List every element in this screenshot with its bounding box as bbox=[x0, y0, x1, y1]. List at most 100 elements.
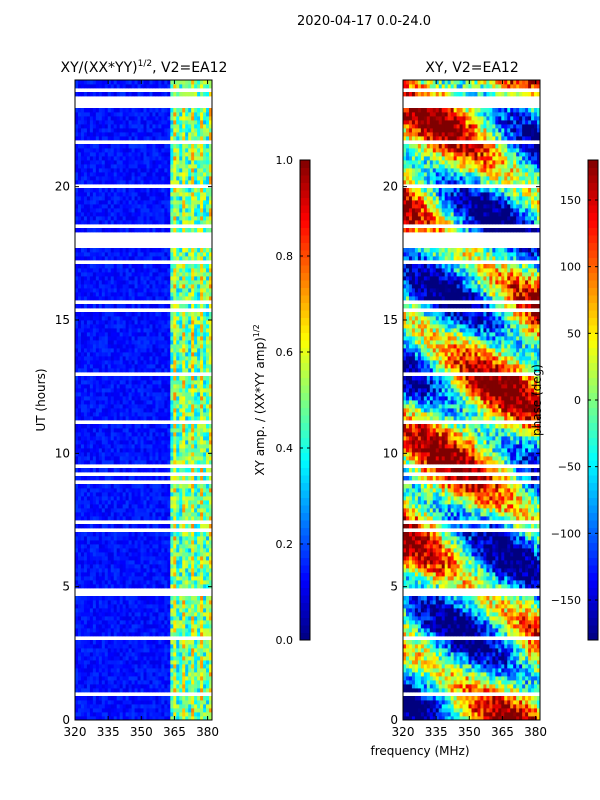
heatmap-cell bbox=[200, 620, 204, 625]
heatmap-cell bbox=[206, 616, 210, 621]
heatmap-cell bbox=[89, 704, 94, 709]
heatmap-cell bbox=[164, 384, 168, 389]
heatmap-cell bbox=[200, 688, 204, 693]
heatmap-cell bbox=[203, 596, 207, 601]
heatmap-cell bbox=[122, 324, 127, 329]
heatmap-cell bbox=[176, 660, 180, 665]
heatmap-cell bbox=[191, 448, 195, 453]
heatmap-cell bbox=[158, 304, 162, 309]
heatmap-cell bbox=[149, 556, 153, 561]
heatmap-cell bbox=[197, 712, 201, 717]
heatmap-cell bbox=[101, 336, 106, 341]
heatmap-cell bbox=[101, 292, 106, 297]
heatmap-cell bbox=[161, 456, 165, 461]
heatmap-cell bbox=[161, 320, 165, 325]
heatmap-cell bbox=[134, 320, 138, 325]
heatmap-cell bbox=[80, 568, 85, 573]
heatmap-cell bbox=[197, 396, 201, 401]
heatmap-cell bbox=[203, 312, 207, 317]
heatmap-cell bbox=[83, 496, 88, 501]
heatmap-cell bbox=[203, 548, 207, 553]
heatmap-cell bbox=[89, 540, 94, 545]
heatmap-cell bbox=[197, 376, 201, 381]
heatmap-cell bbox=[194, 516, 198, 521]
heatmap-cell bbox=[146, 208, 150, 213]
heatmap-cell bbox=[113, 368, 118, 373]
heatmap-cell bbox=[158, 404, 162, 409]
heatmap-cell bbox=[104, 212, 109, 217]
heatmap-cell bbox=[182, 436, 186, 441]
heatmap-cell bbox=[167, 664, 171, 669]
heatmap-cell bbox=[89, 548, 94, 553]
heatmap-cell bbox=[176, 564, 180, 569]
heatmap-cell bbox=[119, 468, 124, 473]
heatmap-cell bbox=[92, 312, 97, 317]
heatmap-cell bbox=[80, 632, 85, 637]
heatmap-cell bbox=[113, 532, 118, 537]
heatmap-cell bbox=[176, 380, 180, 385]
heatmap-cell bbox=[80, 272, 85, 277]
heatmap-cell bbox=[113, 340, 118, 345]
heatmap-cell bbox=[152, 432, 156, 437]
heatmap-cell bbox=[101, 684, 106, 689]
heatmap-cell bbox=[143, 620, 147, 625]
heatmap-cell bbox=[146, 312, 150, 317]
heatmap-cell bbox=[134, 352, 138, 357]
heatmap-cell bbox=[149, 688, 153, 693]
heatmap-cell bbox=[197, 268, 201, 273]
heatmap-cell bbox=[182, 696, 186, 701]
heatmap-cell bbox=[83, 340, 88, 345]
heatmap-cell bbox=[134, 228, 138, 233]
heatmap-cell bbox=[104, 452, 109, 457]
heatmap-cell bbox=[197, 292, 201, 297]
heatmap-cell bbox=[95, 708, 100, 713]
heatmap-cell bbox=[173, 304, 177, 309]
heatmap-cell bbox=[170, 288, 174, 293]
heatmap-cell bbox=[152, 604, 156, 609]
heatmap-cell bbox=[104, 644, 109, 649]
heatmap-cell bbox=[92, 716, 97, 721]
heatmap-cell bbox=[164, 364, 168, 369]
heatmap-cell bbox=[98, 416, 103, 421]
heatmap-cell bbox=[116, 412, 121, 417]
heatmap-cell bbox=[80, 672, 85, 677]
heatmap-cell bbox=[137, 552, 141, 557]
heatmap-cell bbox=[185, 380, 189, 385]
heatmap-cell bbox=[161, 264, 165, 269]
heatmap-cell bbox=[176, 640, 180, 645]
heatmap-cell bbox=[149, 672, 153, 677]
heatmap-cell bbox=[170, 220, 174, 225]
heatmap-cell bbox=[107, 332, 112, 337]
heatmap-cell bbox=[194, 600, 198, 605]
heatmap-cell bbox=[194, 668, 198, 673]
heatmap-cell bbox=[122, 684, 127, 689]
heatmap-cell bbox=[125, 532, 130, 537]
heatmap-cell bbox=[113, 696, 118, 701]
heatmap-cell bbox=[140, 596, 144, 601]
heatmap-cell bbox=[77, 696, 82, 701]
heatmap-cell bbox=[152, 272, 156, 277]
heatmap-cell bbox=[134, 648, 138, 653]
heatmap-cell bbox=[75, 556, 79, 561]
heatmap-cell bbox=[134, 608, 138, 613]
heatmap-cell bbox=[134, 212, 138, 217]
heatmap-cell bbox=[128, 628, 132, 633]
heatmap-cell bbox=[152, 380, 156, 385]
heatmap-cell bbox=[89, 404, 94, 409]
heatmap-cell bbox=[98, 596, 103, 601]
heatmap-cell bbox=[86, 328, 91, 333]
heatmap-cell bbox=[206, 712, 210, 717]
heatmap-cell bbox=[140, 256, 144, 261]
heatmap-cell bbox=[143, 672, 147, 677]
heatmap-cell bbox=[170, 652, 174, 657]
heatmap-cell bbox=[194, 380, 198, 385]
heatmap-cell bbox=[209, 628, 213, 633]
heatmap-cell bbox=[191, 712, 195, 717]
heatmap-cell bbox=[149, 328, 153, 333]
heatmap-cell bbox=[149, 256, 153, 261]
heatmap-cell bbox=[134, 444, 138, 449]
heatmap-cell bbox=[113, 572, 118, 577]
heatmap-cell bbox=[155, 328, 159, 333]
heatmap-cell bbox=[137, 268, 141, 273]
heatmap-cell bbox=[77, 684, 82, 689]
